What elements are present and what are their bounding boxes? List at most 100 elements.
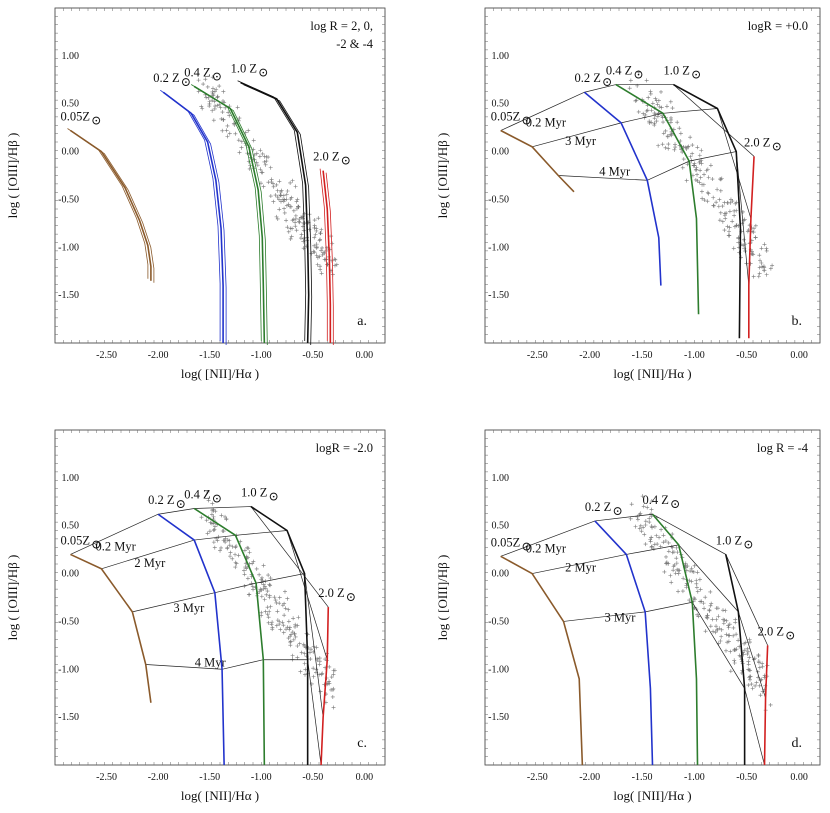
observation-point [695, 612, 700, 617]
observation-point [688, 135, 693, 140]
observation-point [297, 641, 302, 646]
y-tick-label: -0.50 [488, 194, 509, 205]
observation-point [640, 494, 645, 499]
observation-point [647, 516, 652, 521]
y-axis-label: log ( [OIII]/Hβ ) [435, 133, 450, 219]
observation-point [635, 517, 640, 522]
observation-point [303, 672, 308, 677]
observation-point [718, 177, 723, 182]
solar-symbol: ⊙ [785, 628, 795, 642]
observation-point [227, 543, 232, 548]
observation-point [714, 624, 719, 629]
observation-point [266, 155, 271, 160]
y-tick-label: -1.00 [488, 664, 509, 675]
observation-point [730, 219, 735, 224]
observation-point [291, 616, 296, 621]
observation-point [291, 208, 296, 213]
observation-point [673, 571, 678, 576]
observation-point [327, 681, 332, 686]
observation-point [708, 163, 713, 168]
observation-point [219, 545, 224, 550]
observation-point [694, 578, 699, 583]
observation-point [697, 160, 702, 165]
observation-point [747, 640, 752, 645]
observation-point [757, 665, 762, 670]
observation-point [730, 199, 735, 204]
observation-point [708, 624, 713, 629]
observation-point [220, 110, 225, 115]
observation-point [705, 190, 710, 195]
observation-point [701, 601, 706, 606]
observation-point [717, 218, 722, 223]
observation-point [314, 645, 319, 650]
observation-point [274, 214, 279, 219]
observation-point [757, 265, 762, 270]
track-0p4Z [651, 513, 699, 766]
observation-point [213, 509, 218, 514]
track-variant [67, 128, 149, 279]
metallicity-label: 0.05Z [60, 110, 90, 124]
track-1p0Z [250, 505, 309, 765]
observation-point [687, 598, 692, 603]
observation-point [312, 225, 317, 230]
observation-point [756, 274, 761, 279]
observation-point [725, 640, 730, 645]
track-1p0Z [724, 554, 746, 765]
observation-point [661, 540, 666, 545]
age-label: 3 Myr [565, 134, 597, 148]
observation-point [209, 521, 214, 526]
age-isochrone [132, 573, 324, 718]
observation-point [199, 104, 204, 109]
observation-point [757, 271, 762, 276]
observation-point [205, 84, 210, 89]
x-axis-label: log( [NII]/Hα ) [613, 788, 691, 803]
x-tick-label: -2.50 [527, 350, 548, 361]
x-axis-label: log( [NII]/Hα ) [181, 788, 259, 803]
observation-point [700, 182, 705, 187]
observation-point [274, 182, 279, 187]
observation-point [654, 533, 659, 538]
observation-point [254, 566, 259, 571]
metallicity-label: 1.0 Z [716, 533, 742, 547]
observation-point [331, 705, 336, 710]
observation-point [705, 167, 710, 172]
observation-point [719, 176, 724, 181]
solar-symbol: ⊙ [91, 114, 101, 128]
observation-point [206, 95, 211, 100]
observation-point [220, 128, 225, 133]
observation-point [760, 661, 765, 666]
solar-symbol: ⊙ [691, 68, 701, 82]
x-tick-label: 0.00 [356, 350, 374, 361]
observation-point [752, 226, 757, 231]
observation-point [257, 154, 262, 159]
y-tick-label: 0.00 [62, 147, 80, 158]
observation-point [302, 211, 307, 216]
observation-point [233, 552, 238, 557]
age-label: 0.2 Myr [526, 541, 567, 555]
observation-point [249, 581, 254, 586]
track-variant [196, 88, 268, 346]
observation-point [286, 229, 291, 234]
track-variant [319, 168, 328, 341]
observation-point [648, 89, 653, 94]
observation-point [282, 613, 287, 618]
observation-point [628, 516, 633, 521]
x-tick-label: 0.00 [790, 772, 808, 783]
observation-point [212, 89, 217, 94]
observation-point [285, 225, 290, 230]
observation-point [764, 272, 769, 277]
observation-point [756, 675, 761, 680]
observation-point [291, 637, 296, 642]
observation-point [299, 215, 304, 220]
observation-point [669, 117, 674, 122]
observation-point [203, 77, 208, 82]
observation-point [319, 248, 324, 253]
x-tick-label: -1.50 [199, 350, 220, 361]
observation-point [758, 693, 763, 698]
observation-point [746, 649, 751, 654]
observation-point [258, 148, 263, 153]
observation-point [301, 642, 306, 647]
track-variant [193, 86, 265, 344]
observation-point [268, 194, 273, 199]
observation-point [695, 172, 700, 177]
